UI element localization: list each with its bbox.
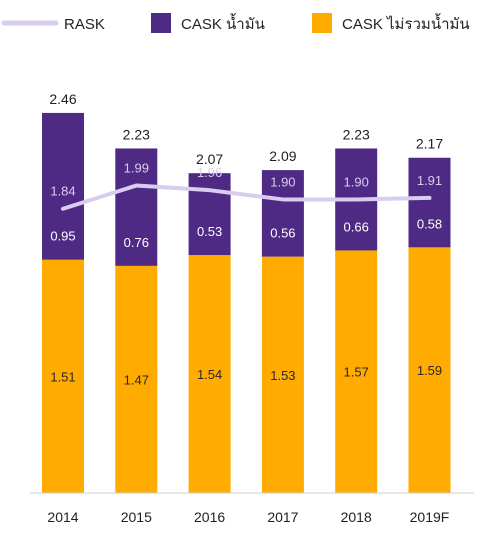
tick-2019F: 2019F — [410, 509, 450, 525]
x-axis-ticks: 2014 2015 2016 2017 2018 2019F — [47, 509, 449, 525]
tick-2015: 2015 — [121, 509, 152, 525]
bar-cask-ex-fuel-2017 — [261, 256, 304, 493]
bars — [42, 112, 451, 493]
label-total-2015: 2.23 — [123, 126, 150, 142]
tick-2017: 2017 — [267, 509, 298, 525]
label-rask-2015: 1.99 — [124, 161, 149, 176]
label-cask-ex-fuel-2014: 1.51 — [50, 369, 75, 384]
bar-cask-ex-fuel-2018 — [335, 250, 378, 493]
bar-cask-ex-fuel-2015 — [115, 265, 158, 493]
label-cask-ex-fuel-2016: 1.54 — [197, 367, 222, 382]
label-rask-2014: 1.84 — [50, 184, 75, 199]
label-cask-ex-fuel-2018: 1.57 — [344, 365, 369, 380]
label-rask-2016: 1.96 — [197, 165, 222, 180]
label-rask-2019F: 1.91 — [417, 173, 442, 188]
label-cask-fuel-2019F: 0.58 — [417, 216, 442, 231]
legend-label-cask-ex-fuel: CASK ไม่รวมน้ำมัน — [342, 13, 470, 33]
data-labels: 1.51 0.95 2.46 1.47 0.76 2.23 1.54 0.53 2.07 1.53… — [49, 91, 443, 388]
label-cask-fuel-2016: 0.53 — [197, 224, 222, 239]
legend-label-cask-fuel: CASK น้ำมัน — [181, 13, 265, 33]
bar-cask-ex-fuel-2016 — [188, 255, 231, 493]
rask-series — [61, 183, 432, 211]
label-cask-ex-fuel-2019F: 1.59 — [417, 363, 442, 378]
label-cask-fuel-2017: 0.56 — [270, 226, 295, 241]
label-total-2016: 2.07 — [196, 151, 223, 167]
legend-label-rask: RASK — [64, 16, 105, 33]
bar-cask-fuel-2016 — [188, 173, 231, 256]
bar-cask-fuel-2014 — [42, 112, 84, 260]
label-total-2019F: 2.17 — [416, 136, 443, 152]
tick-2014: 2014 — [47, 509, 78, 525]
bar-cask-ex-fuel-2019F — [408, 247, 451, 493]
bar-cask-ex-fuel-2014 — [42, 259, 84, 493]
legend-swatch-cask-fuel — [151, 13, 171, 33]
bar-cask-fuel-2019F — [408, 157, 451, 248]
label-cask-ex-fuel-2015: 1.47 — [124, 372, 149, 387]
tick-2018: 2018 — [341, 509, 372, 525]
label-total-2017: 2.09 — [269, 148, 296, 164]
label-total-2014: 2.46 — [49, 91, 76, 107]
label-cask-fuel-2014: 0.95 — [50, 229, 75, 244]
label-cask-fuel-2015: 0.76 — [124, 235, 149, 250]
label-cask-fuel-2018: 0.66 — [344, 219, 369, 234]
label-total-2018: 2.23 — [343, 126, 370, 142]
bar-cask-fuel-2017 — [261, 170, 304, 257]
rask-line — [61, 183, 432, 211]
legend-swatch-cask-ex-fuel — [312, 13, 332, 33]
label-cask-ex-fuel-2017: 1.53 — [270, 368, 295, 383]
label-rask-2017: 1.90 — [270, 174, 295, 189]
tick-2016: 2016 — [194, 509, 225, 525]
bar-cask-fuel-2015 — [115, 148, 158, 266]
label-rask-2018: 1.90 — [344, 174, 369, 189]
legend: RASK CASK น้ำมัน CASK ไม่รวมน้ำมัน — [1, 13, 470, 33]
